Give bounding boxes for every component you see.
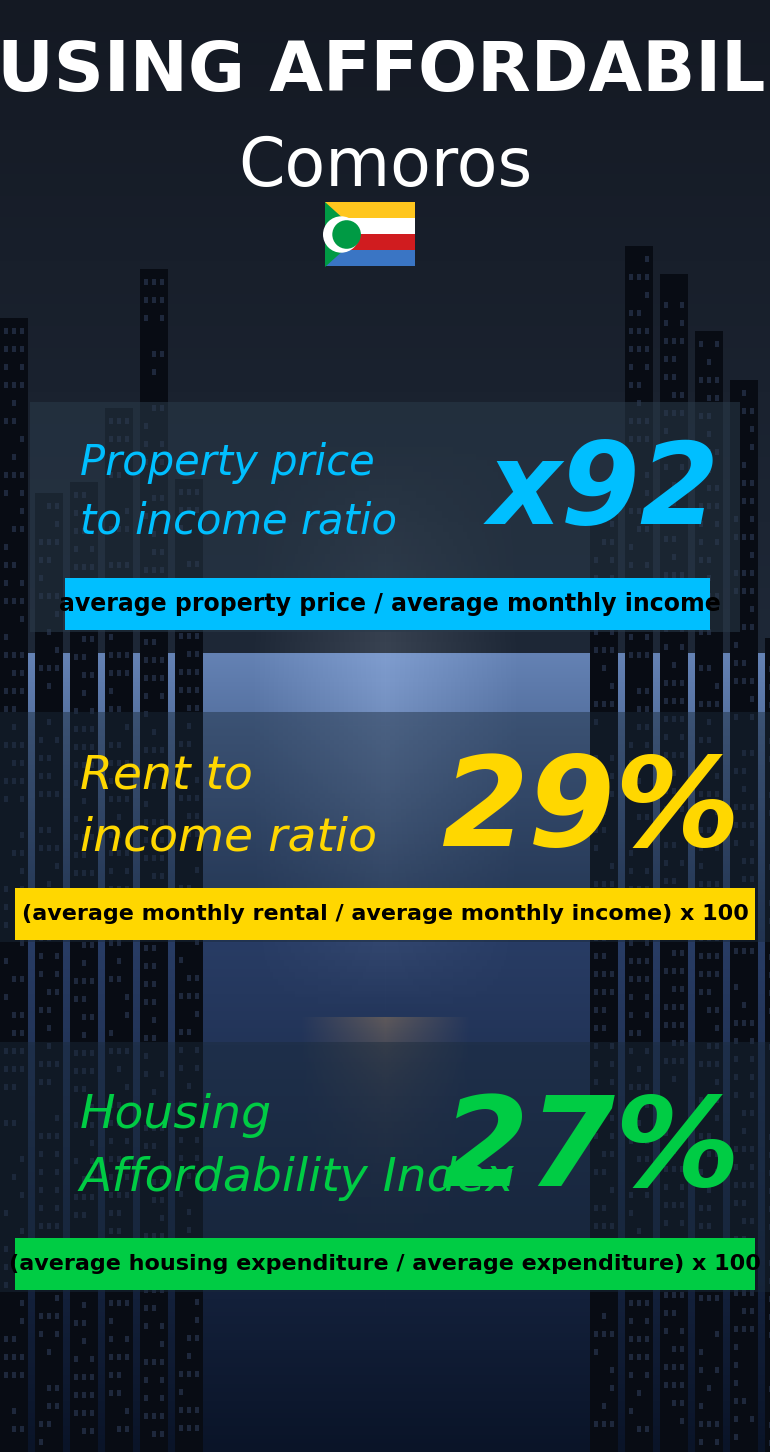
Text: Housing
Affordability Index: Housing Affordability Index — [80, 1093, 515, 1201]
Text: Comoros: Comoros — [238, 134, 532, 200]
Text: 29%: 29% — [440, 752, 740, 873]
Text: (average monthly rental / average monthly income) x 100: (average monthly rental / average monthl… — [22, 905, 748, 923]
Text: HOUSING AFFORDABILITY: HOUSING AFFORDABILITY — [0, 39, 770, 106]
Bar — [65, 578, 710, 630]
Text: 27%: 27% — [440, 1092, 740, 1212]
Circle shape — [333, 221, 361, 248]
Bar — [30, 402, 740, 632]
Bar — [0, 1043, 770, 1292]
Polygon shape — [325, 202, 361, 267]
Text: Property price
to income ratio: Property price to income ratio — [80, 441, 397, 542]
Bar — [325, 250, 415, 266]
Circle shape — [323, 216, 360, 253]
Bar — [325, 234, 415, 250]
Bar — [0, 711, 770, 942]
Bar — [325, 202, 415, 218]
Bar — [325, 218, 415, 234]
Bar — [15, 1239, 755, 1289]
Bar — [15, 889, 755, 939]
Text: (average housing expenditure / average expenditure) x 100: (average housing expenditure / average e… — [9, 1255, 761, 1273]
Text: x92: x92 — [488, 437, 720, 547]
Text: Rent to
income ratio: Rent to income ratio — [80, 754, 377, 861]
Text: average property price / average monthly income: average property price / average monthly… — [59, 592, 721, 616]
